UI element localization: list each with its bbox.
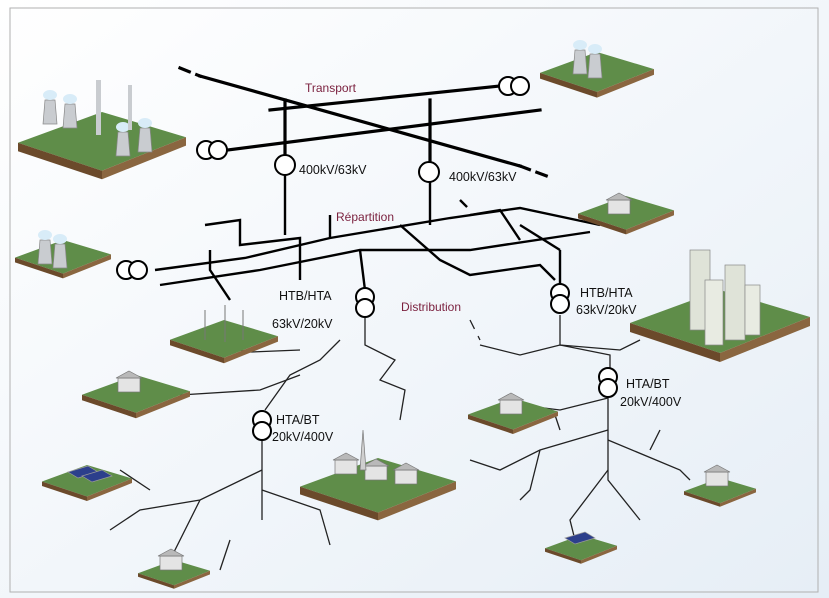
- level-label: Répartition: [336, 210, 394, 224]
- transformer-label: 63kV/20kV: [576, 303, 637, 317]
- transformer-label: HTA/BT: [276, 413, 320, 427]
- transformer-label: HTA/BT: [626, 377, 670, 391]
- transformer-label: HTB/HTA: [279, 289, 332, 303]
- transformer-label: 20kV/400V: [272, 430, 334, 444]
- grid-diagram: Transport Répartition Distribution 400kV…: [0, 0, 829, 598]
- level-label: Distribution: [401, 300, 461, 314]
- transformer-label: HTB/HTA: [580, 286, 633, 300]
- transformer-label: 20kV/400V: [620, 395, 682, 409]
- level-label: Transport: [305, 81, 357, 95]
- transformer-label: 63kV/20kV: [272, 317, 333, 331]
- transformer-label: 400kV/63kV: [299, 163, 367, 177]
- transformer-label: 400kV/63kV: [449, 170, 517, 184]
